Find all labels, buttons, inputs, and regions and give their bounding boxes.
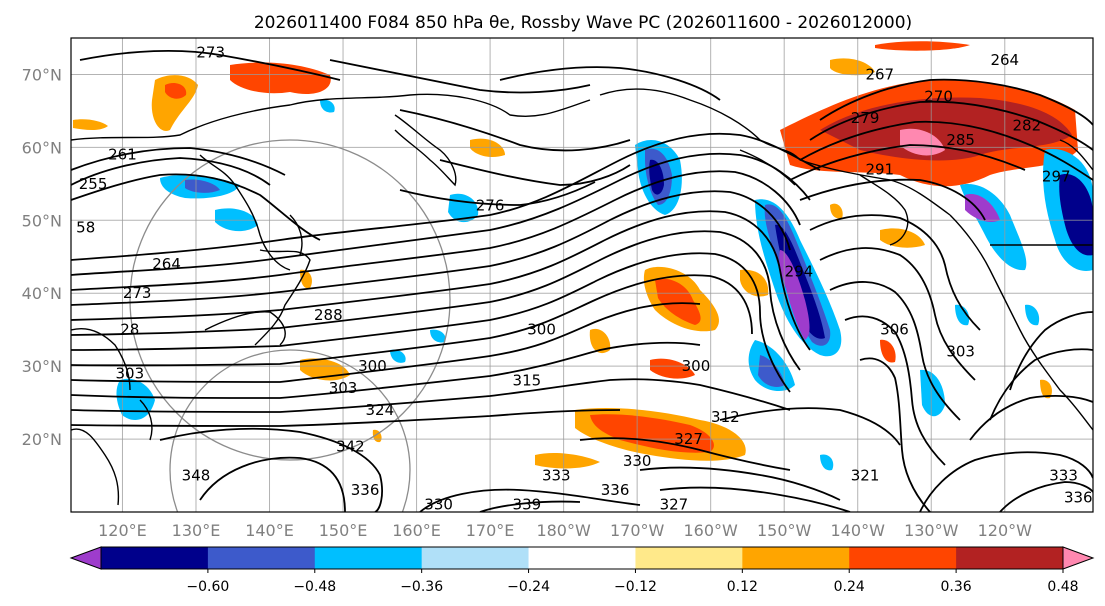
contour-label: 330 [623, 452, 652, 470]
contour-label: 333 [542, 467, 571, 485]
contour-label: 330 [424, 496, 453, 514]
latitude-label: 50°N [22, 211, 62, 230]
colorbar-segment [635, 547, 743, 569]
contour-label: 327 [674, 430, 703, 448]
colorbar-tick-label: 0.12 [727, 579, 758, 595]
colorbar-tick-label: −0.48 [293, 579, 336, 595]
colorbar-segment [956, 547, 1064, 569]
theta-e-contours [71, 49, 1093, 512]
longitude-label: 170°W [610, 521, 665, 540]
latitude-label: 40°N [22, 284, 62, 303]
longitude-label: 160°W [683, 521, 738, 540]
longitude-label: 120°W [978, 521, 1033, 540]
contour-label: 303 [115, 364, 144, 382]
latitude-label: 20°N [22, 430, 62, 449]
colorbar-tick-labels: −0.60 −0.48 −0.36 −0.24 −0.12 0.12 0.24 0.36 0.4… [186, 569, 1079, 595]
colorbar-segment [207, 547, 316, 569]
colorbar-segment [528, 547, 636, 569]
contour-label: 282 [1013, 117, 1042, 135]
colorbar-segment [101, 547, 209, 569]
colorbar-outline [100, 546, 1064, 570]
contour-label: 273 [123, 284, 152, 302]
contour-label: 270 [924, 87, 953, 105]
latitude-label: 30°N [22, 357, 62, 376]
range-circles [129, 139, 451, 512]
contour-label: 261 [108, 146, 137, 164]
colorbar-tick-label: 0.24 [834, 579, 865, 595]
contour-label: 279 [851, 109, 880, 127]
contour-label: 300 [682, 357, 711, 375]
colorbar-extend-low [69, 546, 102, 570]
colorbar-tick-label: 0.48 [1047, 579, 1078, 595]
colorbar-segment [314, 547, 423, 569]
colorbar-tick-label: −0.12 [614, 579, 657, 595]
longitude-label: 140°W [831, 521, 886, 540]
contour-label: 342 [336, 437, 365, 455]
colorbar-segment [742, 547, 850, 569]
contour-label: 336 [351, 481, 380, 499]
latitude-label: 70°N [22, 65, 62, 84]
longitude-label: 150°W [757, 521, 812, 540]
longitude-label: 150°E [319, 521, 368, 540]
contour-label: 333 [1049, 467, 1078, 485]
contour-label: 312 [711, 408, 740, 426]
contour-label: 297 [1042, 168, 1071, 186]
contour-label: 306 [880, 321, 909, 339]
contour-label: 321 [851, 467, 880, 485]
contour-label: 294 [785, 262, 814, 280]
contour-label: 339 [513, 496, 542, 514]
contour-label: 336 [1064, 488, 1093, 506]
figure-title: 2026011400 F084 850 hPa θe, Rossby Wave … [254, 13, 912, 33]
contour-label: 28 [120, 321, 139, 339]
contour-label: 264 [990, 51, 1019, 69]
colorbar [69, 546, 1095, 570]
contour-label: 303 [329, 379, 358, 397]
positive-anomaly-shading [73, 41, 1078, 469]
colorbar-tick-label: −0.36 [400, 579, 443, 595]
longitude-label: 120°E [98, 521, 147, 540]
contour-label: 264 [152, 255, 181, 273]
longitude-label: 170°E [466, 521, 515, 540]
contour-label: 300 [527, 321, 556, 339]
longitude-label: 160°E [392, 521, 441, 540]
contour-label: 255 [79, 175, 108, 193]
colorbar-segment [849, 547, 957, 569]
contour-label: 288 [314, 306, 343, 324]
latitude-labels: 70°N 60°N 50°N 40°N 30°N 20°N [22, 65, 62, 449]
longitude-label: 140°E [245, 521, 294, 540]
contour-label: 276 [476, 197, 505, 215]
longitude-label: 130°W [904, 521, 959, 540]
contour-label: 303 [946, 343, 975, 361]
map-border [70, 37, 1094, 513]
contour-label: 58 [76, 219, 95, 237]
map-content [71, 38, 1093, 512]
contour-label: 273 [196, 44, 225, 62]
contour-label: 267 [865, 65, 894, 83]
longitude-label: 180°W [536, 521, 591, 540]
colorbar-segment [421, 547, 530, 569]
contour-label: 348 [182, 467, 211, 485]
colorbar-tick-label: 0.36 [941, 579, 972, 595]
colorbar-extend-high [1062, 546, 1095, 570]
contour-label: 324 [365, 401, 394, 419]
contour-label: 327 [660, 496, 689, 514]
latitude-label: 60°N [22, 138, 62, 157]
longitude-labels: 120°E 130°E 140°E 150°E 160°E 170°E 180°W 170°W… [98, 521, 1032, 540]
contour-label: 300 [358, 357, 387, 375]
colorbar-tick-label: −0.24 [507, 579, 550, 595]
contour-label: 291 [865, 160, 894, 178]
colorbar-tick-label: −0.60 [186, 579, 229, 595]
contour-label: 336 [601, 481, 630, 499]
contour-label: 285 [946, 131, 975, 149]
contour-label: 315 [513, 372, 542, 390]
longitude-label: 130°E [172, 521, 221, 540]
